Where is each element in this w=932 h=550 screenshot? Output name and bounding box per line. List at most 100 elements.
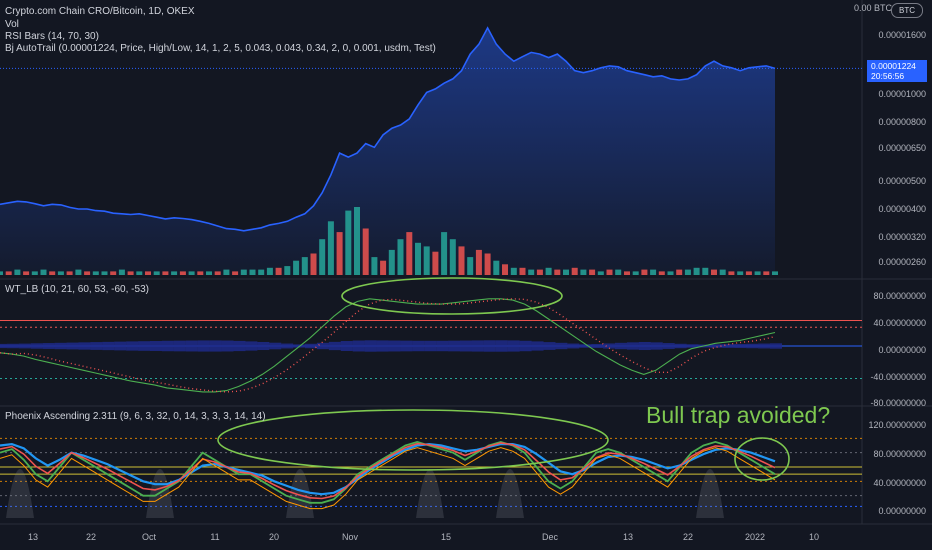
- time-axis-label: 10: [808, 532, 820, 542]
- volume-bar: [493, 260, 500, 275]
- wt-histogram-bar: [340, 341, 353, 351]
- price-axis-label: 0.00000320: [878, 232, 926, 242]
- wt-histogram-bar: [126, 341, 139, 351]
- phoenix-trend-line: [0, 447, 776, 510]
- volume-bar: [580, 269, 587, 275]
- volume-bar: [406, 232, 413, 275]
- volume-bar: [162, 271, 169, 275]
- wt-histogram-bar: [364, 340, 377, 352]
- time-axis-label: 20: [268, 532, 280, 542]
- wt-histogram-bar: [233, 340, 246, 352]
- volume-bar: [397, 239, 404, 275]
- volume-legend[interactable]: Vol: [5, 19, 19, 30]
- currency-badge[interactable]: BTC: [891, 3, 923, 18]
- wt-histogram-bar: [734, 344, 747, 348]
- time-axis-label: 22: [682, 532, 694, 542]
- volume-bar: [206, 271, 212, 275]
- volume-bar: [223, 269, 230, 275]
- volume-bar: [441, 232, 448, 275]
- volume-bar: [510, 267, 517, 275]
- volume-bar: [606, 269, 613, 275]
- volume-bar: [458, 246, 465, 275]
- price-area-fill: [0, 27, 775, 276]
- volume-bar: [615, 269, 622, 275]
- volume-bar: [188, 271, 195, 275]
- time-axis-label: 15: [440, 532, 452, 542]
- volume-bar: [249, 269, 256, 275]
- volume-bar: [484, 253, 491, 275]
- wt-lb-legend[interactable]: WT_LB (10, 21, 60, 53, -60, -53): [5, 284, 149, 295]
- volume-bar: [40, 269, 47, 275]
- volume-bar: [371, 257, 378, 275]
- wt-histogram-bar: [758, 343, 771, 349]
- volume-bar: [632, 271, 639, 275]
- time-axis-label: 2022: [744, 532, 766, 542]
- volume-bar: [667, 271, 674, 275]
- wt-histogram-bar: [0, 343, 7, 349]
- volume-bar: [362, 228, 369, 275]
- wt-histogram-bar: [173, 340, 186, 352]
- volume-bar: [127, 271, 134, 275]
- phoenix-axis-label: 80.00000000: [873, 449, 926, 459]
- volume-bar: [432, 251, 439, 275]
- wt-histogram-bar: [78, 342, 91, 350]
- wt-histogram-bar: [54, 342, 67, 350]
- wt-histogram-bar: [591, 344, 604, 348]
- wt1-line: [0, 298, 776, 393]
- phoenix-highlight-ellipse: [217, 409, 609, 471]
- volume-bar: [197, 271, 204, 275]
- wt-histogram-bar: [138, 341, 151, 351]
- volume-bar: [319, 239, 326, 275]
- wt-histogram-bar: [316, 342, 329, 350]
- wt-highlight-ellipse: [341, 277, 563, 315]
- wt-histogram-bar: [519, 340, 532, 352]
- volume-bar: [153, 271, 160, 275]
- volume-bar: [528, 269, 535, 275]
- volume-bar: [118, 269, 125, 275]
- volume-bar: [380, 260, 387, 275]
- wt-axis-label: 80.00000000: [873, 291, 926, 301]
- volume-bar: [711, 269, 717, 275]
- wt-histogram-bar: [328, 341, 341, 351]
- volume-bar: [110, 271, 117, 275]
- volume-bar: [92, 271, 99, 275]
- time-axis-label: Nov: [341, 532, 359, 542]
- volume-bar: [179, 271, 186, 275]
- wt-histogram-bar: [638, 341, 651, 351]
- time-axis-label: Oct: [141, 532, 157, 542]
- phoenix-legend[interactable]: Phoenix Ascending 2.311 (9, 6, 3, 32, 0,…: [5, 411, 266, 422]
- wt-histogram-bar: [161, 340, 174, 352]
- volume-bar: [293, 260, 300, 275]
- price-axis-label: 0.00000650: [878, 143, 926, 153]
- bar-countdown: 20:56:56: [871, 71, 905, 82]
- wt-histogram-bar: [376, 340, 389, 352]
- volume-bar: [589, 269, 596, 275]
- wt-histogram-bar: [245, 341, 258, 351]
- time-axis-label: 22: [85, 532, 97, 542]
- wt-axis-label: 0.00000000: [878, 345, 926, 355]
- symbol-title[interactable]: Crypto.com Chain CRO/Bitcoin, 1D, OKEX: [5, 6, 195, 17]
- volume-bar: [345, 210, 352, 275]
- autotrail-legend[interactable]: Bj AutoTrail (0.00001224, Price, High/Lo…: [5, 43, 436, 54]
- volume-bar: [502, 264, 508, 275]
- rsi-bars-legend[interactable]: RSI Bars (14, 70, 30): [5, 31, 99, 42]
- wt-histogram-bar: [543, 342, 556, 350]
- wt-histogram-bar: [770, 343, 782, 349]
- wt-histogram-bar: [269, 342, 282, 350]
- wt-histogram-bar: [197, 340, 210, 352]
- wt-histogram-bar: [6, 343, 19, 349]
- price-axis-label: 0.00001000: [878, 89, 926, 99]
- volume-bar: [597, 271, 604, 275]
- last-price-value: 0.00001224: [871, 61, 916, 72]
- wt-histogram-bar: [90, 342, 103, 350]
- price-axis-label: 0.00 BTC: [853, 3, 892, 13]
- bull-trap-annotation[interactable]: Bull trap avoided?: [646, 402, 831, 428]
- volume-bar: [66, 271, 73, 275]
- volume-bar: [650, 269, 657, 275]
- volume-bar: [14, 269, 21, 275]
- volume-bar: [684, 269, 691, 275]
- time-axis-label: 13: [622, 532, 634, 542]
- volume-bar: [772, 271, 778, 275]
